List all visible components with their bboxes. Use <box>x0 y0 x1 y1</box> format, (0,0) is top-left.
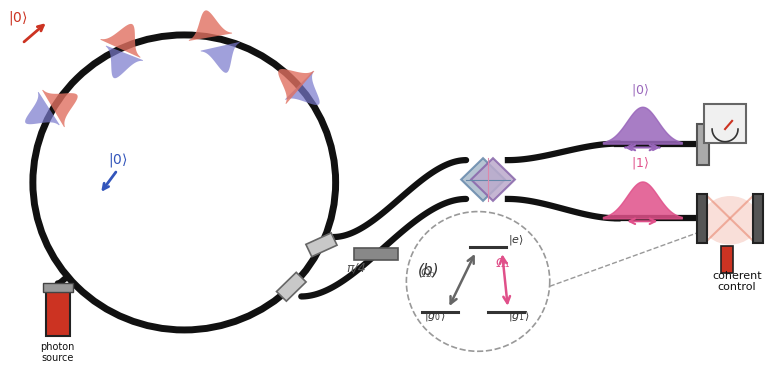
Text: $|e\rangle$: $|e\rangle$ <box>508 233 524 247</box>
Polygon shape <box>278 69 314 104</box>
Ellipse shape <box>701 196 759 244</box>
Text: $|1\rangle$: $|1\rangle$ <box>631 156 650 171</box>
Text: coherent
control: coherent control <box>712 270 762 292</box>
Bar <box>306 233 337 257</box>
Text: Ω₀: Ω₀ <box>420 266 435 280</box>
Polygon shape <box>25 92 60 125</box>
Bar <box>276 272 306 301</box>
Text: photon
source: photon source <box>41 341 75 363</box>
Text: π/4: π/4 <box>346 262 366 274</box>
Polygon shape <box>42 90 78 127</box>
Polygon shape <box>471 158 515 201</box>
Polygon shape <box>285 71 319 105</box>
Text: $|g_1\rangle$: $|g_1\rangle$ <box>508 309 529 323</box>
Polygon shape <box>200 42 240 73</box>
Text: $|0\rangle$: $|0\rangle$ <box>108 150 127 168</box>
Bar <box>721 246 733 273</box>
Text: $|0\rangle$: $|0\rangle$ <box>631 82 650 98</box>
Polygon shape <box>106 46 143 78</box>
Bar <box>355 249 399 260</box>
Bar <box>43 283 73 292</box>
Bar <box>46 289 70 336</box>
Text: (b): (b) <box>419 263 440 278</box>
Bar <box>753 194 763 243</box>
Polygon shape <box>189 10 232 41</box>
FancyBboxPatch shape <box>704 104 746 143</box>
Text: $|g_0\rangle$: $|g_0\rangle$ <box>424 309 445 323</box>
Text: Ω₁: Ω₁ <box>496 257 511 270</box>
Bar <box>697 194 707 243</box>
Polygon shape <box>461 158 505 201</box>
Text: $|0\rangle$: $|0\rangle$ <box>8 9 28 27</box>
Polygon shape <box>101 24 141 58</box>
Bar <box>697 124 709 165</box>
